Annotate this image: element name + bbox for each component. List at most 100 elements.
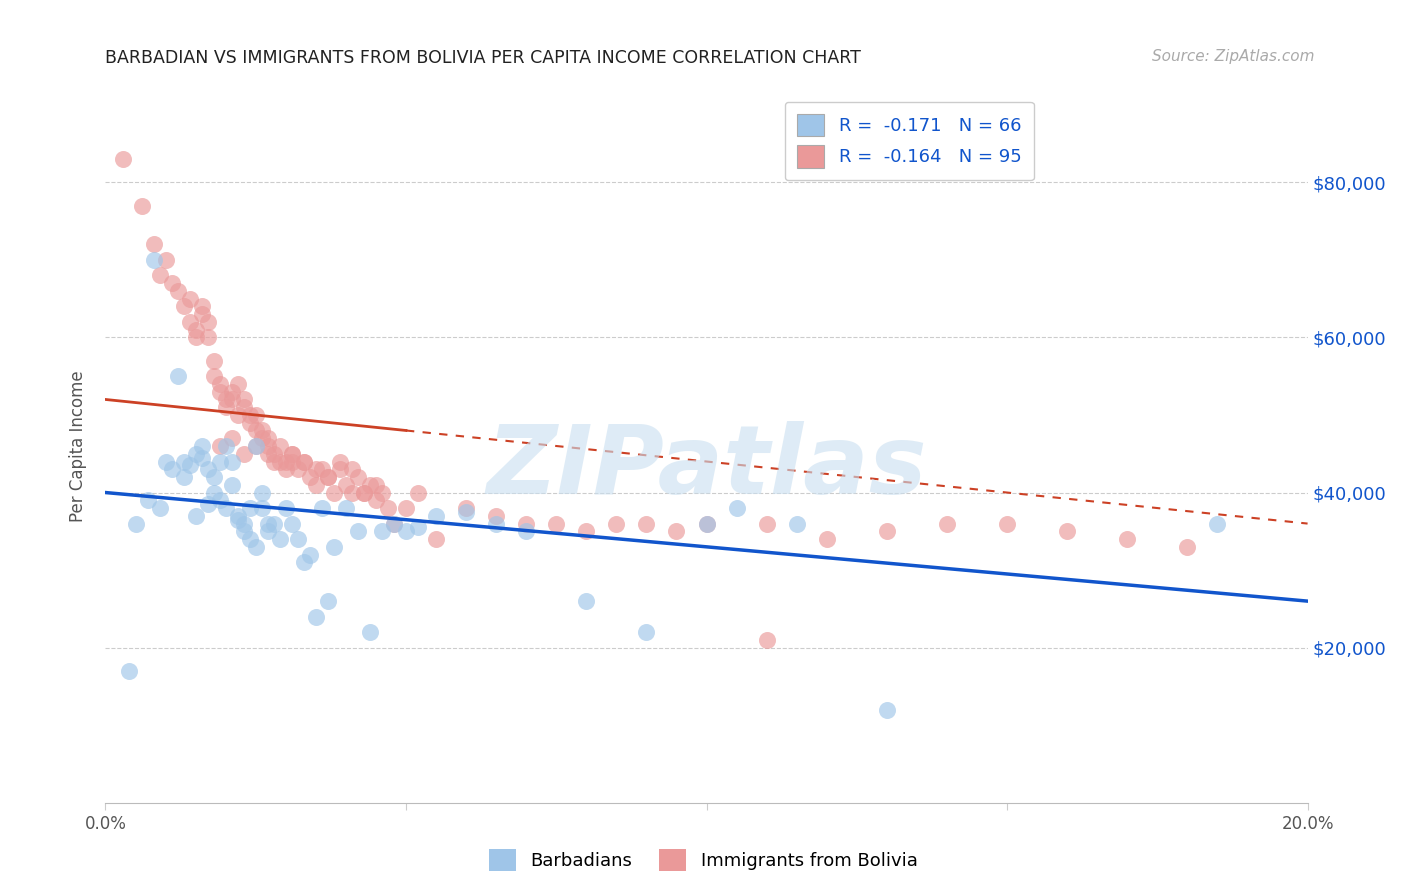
Point xyxy=(329,462,352,476)
Point xyxy=(226,508,249,523)
Point xyxy=(322,540,344,554)
Point xyxy=(245,408,267,422)
Point xyxy=(226,513,249,527)
Point xyxy=(1056,524,1078,539)
Point xyxy=(245,439,267,453)
Point xyxy=(250,431,273,445)
Point xyxy=(305,609,328,624)
Point xyxy=(239,416,262,430)
Point xyxy=(269,439,291,453)
Point xyxy=(515,516,537,531)
Point xyxy=(179,315,201,329)
Point xyxy=(208,493,231,508)
Point xyxy=(395,501,418,516)
Point xyxy=(316,594,339,608)
Text: ZIPatlas: ZIPatlas xyxy=(486,421,927,514)
Point xyxy=(281,447,304,461)
Point xyxy=(298,470,321,484)
Point xyxy=(245,540,267,554)
Point xyxy=(190,307,212,321)
Point xyxy=(221,477,243,491)
Point xyxy=(173,470,195,484)
Point xyxy=(202,470,225,484)
Point xyxy=(118,664,141,678)
Point xyxy=(287,462,309,476)
Point xyxy=(292,555,315,569)
Point xyxy=(382,516,405,531)
Point xyxy=(173,454,195,468)
Point xyxy=(269,532,291,546)
Point xyxy=(256,516,278,531)
Point xyxy=(232,401,254,415)
Point xyxy=(329,454,352,468)
Point xyxy=(221,384,243,399)
Point xyxy=(322,485,344,500)
Point xyxy=(311,501,333,516)
Point xyxy=(256,447,278,461)
Point xyxy=(112,152,135,166)
Point xyxy=(221,431,243,445)
Point xyxy=(382,516,405,531)
Point xyxy=(190,450,212,465)
Point xyxy=(250,424,273,438)
Point xyxy=(936,516,959,531)
Point xyxy=(316,470,339,484)
Point xyxy=(239,408,262,422)
Point xyxy=(245,439,267,453)
Point xyxy=(755,632,778,647)
Point xyxy=(221,392,243,407)
Point xyxy=(124,516,146,531)
Point xyxy=(636,625,658,640)
Point xyxy=(184,508,207,523)
Text: BARBADIAN VS IMMIGRANTS FROM BOLIVIA PER CAPITA INCOME CORRELATION CHART: BARBADIAN VS IMMIGRANTS FROM BOLIVIA PER… xyxy=(105,49,862,67)
Point xyxy=(232,392,254,407)
Point xyxy=(155,252,177,267)
Point xyxy=(287,532,309,546)
Point xyxy=(340,462,363,476)
Point xyxy=(425,508,447,523)
Point xyxy=(202,353,225,368)
Point xyxy=(298,548,321,562)
Point xyxy=(353,485,375,500)
Point xyxy=(208,439,231,453)
Point xyxy=(575,594,598,608)
Point xyxy=(1206,516,1229,531)
Point xyxy=(184,447,207,461)
Point xyxy=(184,330,207,344)
Point xyxy=(263,516,285,531)
Point xyxy=(281,516,304,531)
Point xyxy=(636,516,658,531)
Point xyxy=(142,237,165,252)
Point xyxy=(131,198,153,212)
Point xyxy=(347,470,370,484)
Point xyxy=(232,447,254,461)
Point xyxy=(160,462,183,476)
Point xyxy=(353,485,375,500)
Point xyxy=(696,516,718,531)
Point xyxy=(995,516,1018,531)
Point xyxy=(815,532,838,546)
Point xyxy=(347,524,370,539)
Point xyxy=(364,477,387,491)
Point xyxy=(197,315,219,329)
Point xyxy=(546,516,568,531)
Point xyxy=(371,485,394,500)
Legend: Barbadians, Immigrants from Bolivia: Barbadians, Immigrants from Bolivia xyxy=(481,842,925,879)
Point xyxy=(239,501,262,516)
Point xyxy=(292,454,315,468)
Point xyxy=(136,493,159,508)
Point xyxy=(454,505,477,519)
Point xyxy=(250,501,273,516)
Point xyxy=(173,299,195,313)
Point xyxy=(160,276,183,290)
Point xyxy=(179,458,201,473)
Point xyxy=(166,369,188,384)
Point xyxy=(256,524,278,539)
Point xyxy=(292,454,315,468)
Point xyxy=(256,431,278,445)
Point xyxy=(406,520,429,534)
Y-axis label: Per Capita Income: Per Capita Income xyxy=(69,370,87,522)
Point xyxy=(166,284,188,298)
Point xyxy=(208,384,231,399)
Point xyxy=(232,516,254,531)
